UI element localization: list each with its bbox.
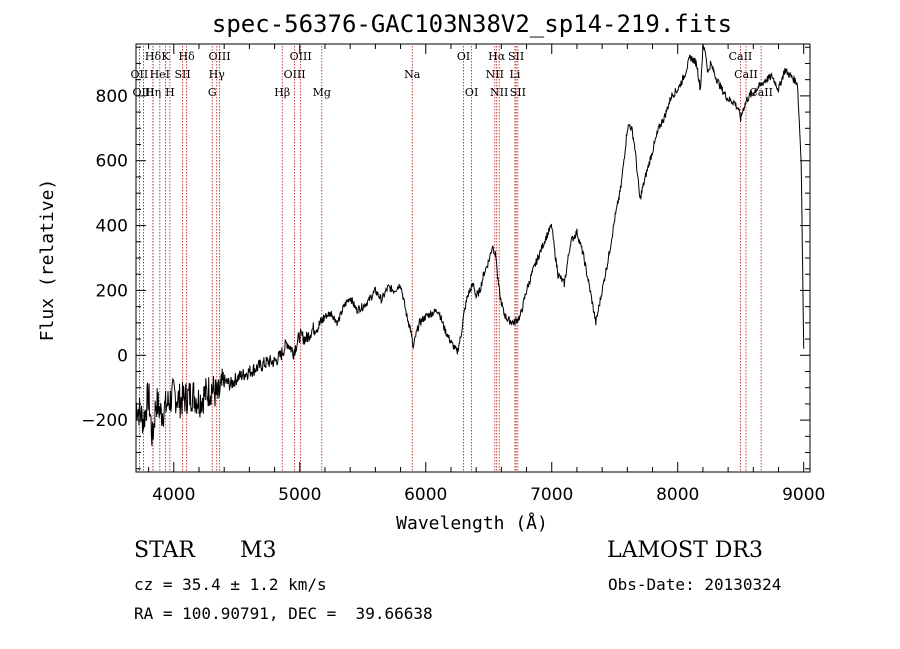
line-label-6: Hα: [488, 50, 506, 63]
observation-date: Obs-Date: 20130324: [608, 575, 782, 594]
line-label-26: SII: [510, 86, 526, 99]
line-label-5: OI: [457, 50, 470, 63]
chart-title: spec-56376-GAC103N38V2_sp14-219.fits: [212, 10, 732, 38]
y-tick-label: 800: [96, 87, 128, 107]
line-label-19: Hη: [145, 86, 161, 99]
line-label-7: SII: [508, 50, 524, 63]
line-label-0: Hδ: [145, 50, 162, 63]
x-tick-label: 7000: [530, 485, 573, 505]
x-tick-label: 9000: [782, 485, 825, 505]
line-label-1: K: [161, 50, 170, 63]
x-axis-label: Wavelength (Å): [396, 512, 548, 534]
line-label-9: OII: [131, 68, 149, 81]
coordinates: RA = 100.90791, DEC = 39.66638: [134, 604, 433, 623]
x-tick-label: 5000: [278, 485, 321, 505]
y-tick-label: 0: [117, 346, 128, 366]
line-label-21: G: [208, 86, 217, 99]
spectrum-line: [135, 43, 805, 446]
line-label-25: NII: [490, 86, 508, 99]
object-subclass: M3: [240, 538, 277, 563]
line-label-16: Li: [510, 68, 521, 81]
plot-frame: [135, 43, 811, 473]
emission-line-markers: [139, 46, 762, 472]
line-label-3: OIII: [208, 50, 230, 63]
x-tick-label: 6000: [404, 485, 447, 505]
line-label-23: Mg: [313, 86, 331, 99]
y-axis-label: Flux (relative): [37, 179, 58, 342]
line-label-11: SII: [174, 68, 190, 81]
line-label-8: CaII: [729, 50, 753, 63]
x-tick-label: 4000: [152, 485, 195, 505]
x-axis-ticks: 4000 5000 6000 7000 8000 9000: [148, 44, 825, 505]
line-label-13: OIII: [284, 68, 306, 81]
survey-name: LAMOST DR3: [607, 538, 763, 563]
line-label-27: CaII: [749, 86, 773, 99]
line-label-10: HeI: [150, 68, 170, 81]
y-tick-label: 200: [96, 281, 128, 301]
line-label-12: Hγ: [209, 68, 226, 81]
redshift-velocity: cz = 35.4 ± 1.2 km/s: [134, 575, 327, 594]
y-tick-label: −200: [81, 411, 128, 431]
x-tick-label: 8000: [656, 485, 699, 505]
line-label-24: OI: [465, 86, 478, 99]
y-tick-label: 600: [96, 152, 128, 172]
line-label-14: Na: [404, 68, 421, 81]
y-tick-label: 400: [96, 217, 128, 237]
line-label-2: Hδ: [179, 50, 196, 63]
y-axis-ticks: −200 0 200 400 600 800: [81, 46, 810, 470]
object-type: STAR: [134, 538, 195, 563]
line-label-17: CaII: [734, 68, 758, 81]
line-label-4: OIII: [290, 50, 312, 63]
line-label-22: Hβ: [274, 86, 290, 99]
line-label-20: H: [165, 86, 175, 99]
line-label-15: NII: [486, 68, 504, 81]
